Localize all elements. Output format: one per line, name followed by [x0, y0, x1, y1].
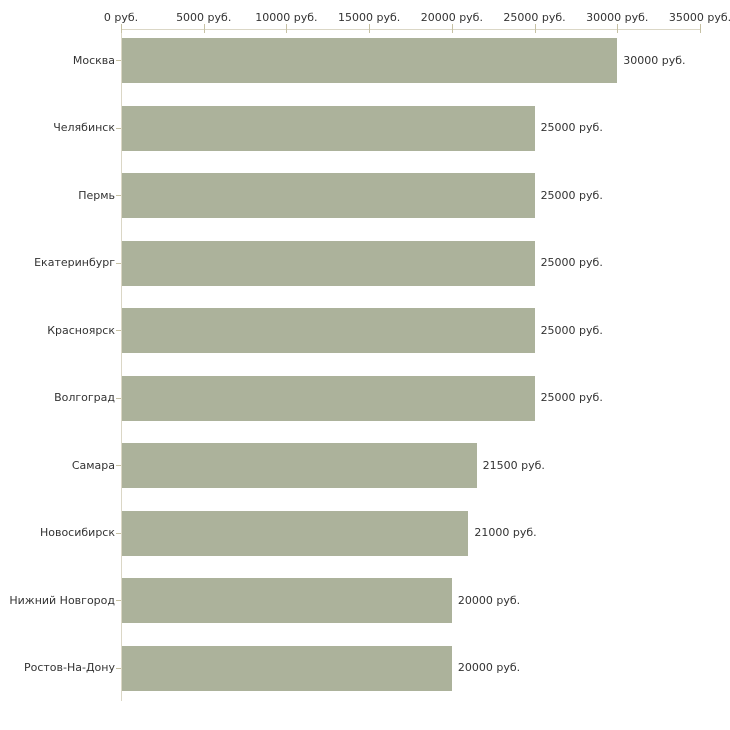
value-label: 25000 руб.: [540, 188, 603, 202]
category-tick: [116, 397, 121, 399]
value-label: 20000 руб.: [457, 593, 521, 607]
bar: [122, 308, 535, 354]
category-label: Новосибирск: [39, 526, 115, 540]
x-axis-tick: [369, 24, 371, 33]
x-axis-tick: [700, 24, 701, 33]
category-label: Москва: [72, 53, 115, 67]
x-axis-tick: [617, 24, 619, 33]
x-axis-tick: [286, 24, 288, 33]
category-tick: [116, 600, 121, 602]
category-tick: [116, 127, 121, 129]
category-label: Красноярск: [47, 323, 115, 337]
bar: [122, 173, 535, 219]
category-label: Нижний Новгород: [9, 593, 115, 607]
category-label: Пермь: [78, 188, 115, 202]
value-label: 21500 руб.: [482, 458, 545, 472]
x-axis-tick-label: 10000 руб.: [255, 11, 318, 24]
bar: [122, 645, 452, 691]
category-tick: [116, 195, 121, 197]
x-axis-tick-label: 0 руб.: [103, 11, 139, 24]
x-axis-tick: [121, 24, 122, 33]
x-axis-tick-label: 25000 руб.: [503, 11, 566, 24]
x-axis-tick: [203, 24, 205, 33]
bar: [122, 578, 452, 624]
category-label: Екатеринбург: [34, 256, 115, 270]
category-label: Самара: [71, 458, 115, 472]
bar: [122, 443, 477, 489]
x-axis-tick-label: 5000 руб.: [176, 11, 232, 24]
bar: [122, 240, 535, 286]
x-axis-tick-label: 15000 руб.: [338, 11, 401, 24]
bar: [122, 38, 618, 83]
value-label: 25000 руб.: [540, 256, 603, 270]
category-label: Волгоград: [54, 391, 115, 405]
bar: [122, 510, 469, 556]
value-label: 20000 руб.: [457, 661, 521, 675]
bar: [122, 375, 535, 421]
category-tick: [116, 465, 121, 467]
value-label: 21000 руб.: [474, 526, 537, 540]
value-label: 30000 руб.: [623, 53, 686, 67]
category-tick: [116, 60, 121, 61]
category-label: Ростов-На-Дону: [23, 661, 115, 675]
value-label: 25000 руб.: [540, 391, 603, 405]
bar: [122, 105, 535, 151]
x-axis-tick: [534, 24, 536, 33]
category-tick: [116, 667, 121, 669]
x-axis-tick-label: 35000 руб.: [668, 11, 730, 24]
value-label: 25000 руб.: [540, 323, 603, 337]
x-axis-tick-label: 20000 руб.: [420, 11, 483, 24]
category-label: Челябинск: [53, 121, 115, 135]
y-axis-line: [121, 29, 122, 701]
category-tick: [116, 532, 121, 534]
x-axis-line: [121, 29, 701, 30]
x-axis-tick-label: 30000 руб.: [586, 11, 649, 24]
category-tick: [116, 262, 121, 264]
x-axis-tick: [451, 24, 453, 33]
value-label: 25000 руб.: [540, 121, 603, 135]
category-tick: [116, 330, 121, 332]
